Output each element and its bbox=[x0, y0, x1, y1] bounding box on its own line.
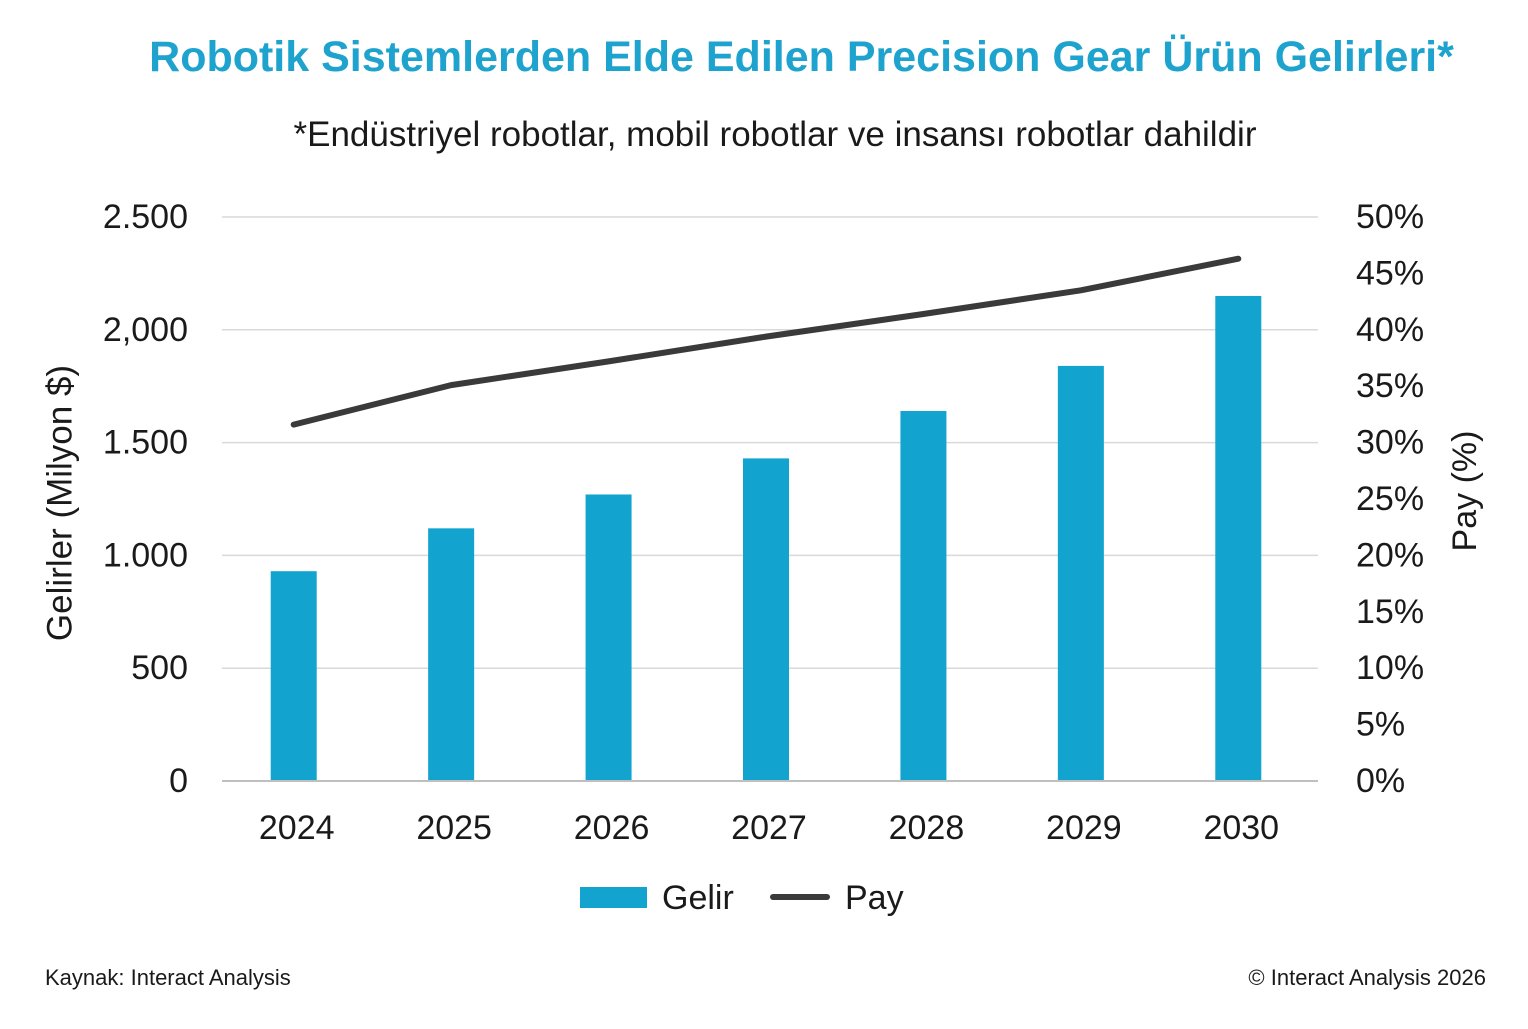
x-tick-label: 2024 bbox=[259, 809, 335, 847]
x-tick-label: 2030 bbox=[1203, 809, 1279, 847]
bar-gelir-2026 bbox=[585, 494, 632, 781]
x-tick-label: 2028 bbox=[889, 809, 965, 847]
bar-gelir-2029 bbox=[1057, 365, 1104, 781]
axes: 0 500 1.000 1.500 2,000 2.500 0% 5% 10% 15% 20% 25%… bbox=[103, 198, 1424, 847]
y-tick-label: 2.500 bbox=[103, 198, 188, 236]
bar-gelir-2030 bbox=[1215, 295, 1262, 781]
y2-tick-label: 35% bbox=[1356, 367, 1424, 405]
y-tick-label: 1.000 bbox=[103, 536, 188, 574]
x-tick-label: 2029 bbox=[1046, 809, 1122, 847]
y-tick-label: 1.500 bbox=[103, 424, 188, 462]
bars-gelir bbox=[270, 295, 1262, 781]
x-tick-label: 2027 bbox=[731, 809, 807, 847]
y2-tick-label: 10% bbox=[1356, 649, 1424, 687]
legend-swatch-gelir bbox=[580, 887, 647, 908]
legend: Gelir Pay bbox=[580, 879, 904, 917]
bar-gelir-2027 bbox=[743, 458, 789, 781]
y2-tick-label: 20% bbox=[1356, 536, 1424, 574]
legend-label-pay: Pay bbox=[845, 879, 904, 917]
y2-tick-label: 40% bbox=[1356, 311, 1424, 349]
y2-tick-label: 25% bbox=[1356, 480, 1424, 518]
legend-item-gelir: Gelir bbox=[580, 879, 734, 917]
bar-gelir-2025 bbox=[428, 528, 475, 781]
legend-label-gelir: Gelir bbox=[662, 879, 734, 917]
y2-tick-label: 45% bbox=[1356, 254, 1424, 292]
chart-title: Robotik Sistemlerden Elde Edilen Precisi… bbox=[149, 33, 1454, 81]
y2-tick-label: 30% bbox=[1356, 424, 1424, 462]
y2-tick-label: 50% bbox=[1356, 198, 1424, 236]
series-line-pay bbox=[290, 255, 1242, 428]
y2-axis-title: Pay (%) bbox=[1446, 431, 1484, 552]
y-axis-title: Gelirler (Milyon $) bbox=[41, 365, 80, 641]
chart-subtitle: *Endüstriyel robotlar, mobil robotlar ve… bbox=[293, 115, 1257, 154]
y2-tick-label: 5% bbox=[1356, 706, 1405, 744]
y2-tick-label: 15% bbox=[1356, 593, 1424, 631]
source-note: Kaynak: Interact Analysis bbox=[45, 965, 291, 990]
x-tick-label: 2025 bbox=[416, 809, 492, 847]
bar-gelir-2024 bbox=[270, 571, 317, 781]
line-pay-layer bbox=[290, 255, 1242, 428]
y-tick-label: 2,000 bbox=[103, 311, 188, 349]
copyright-note: © Interact Analysis 2026 bbox=[1248, 965, 1486, 990]
y-tick-label: 500 bbox=[131, 649, 188, 687]
legend-item-pay: Pay bbox=[770, 879, 904, 917]
x-tick-label: 2026 bbox=[574, 809, 650, 847]
y-tick-label: 0 bbox=[169, 762, 188, 800]
y2-tick-label: 0% bbox=[1356, 762, 1405, 800]
bar-gelir-2028 bbox=[900, 411, 947, 781]
